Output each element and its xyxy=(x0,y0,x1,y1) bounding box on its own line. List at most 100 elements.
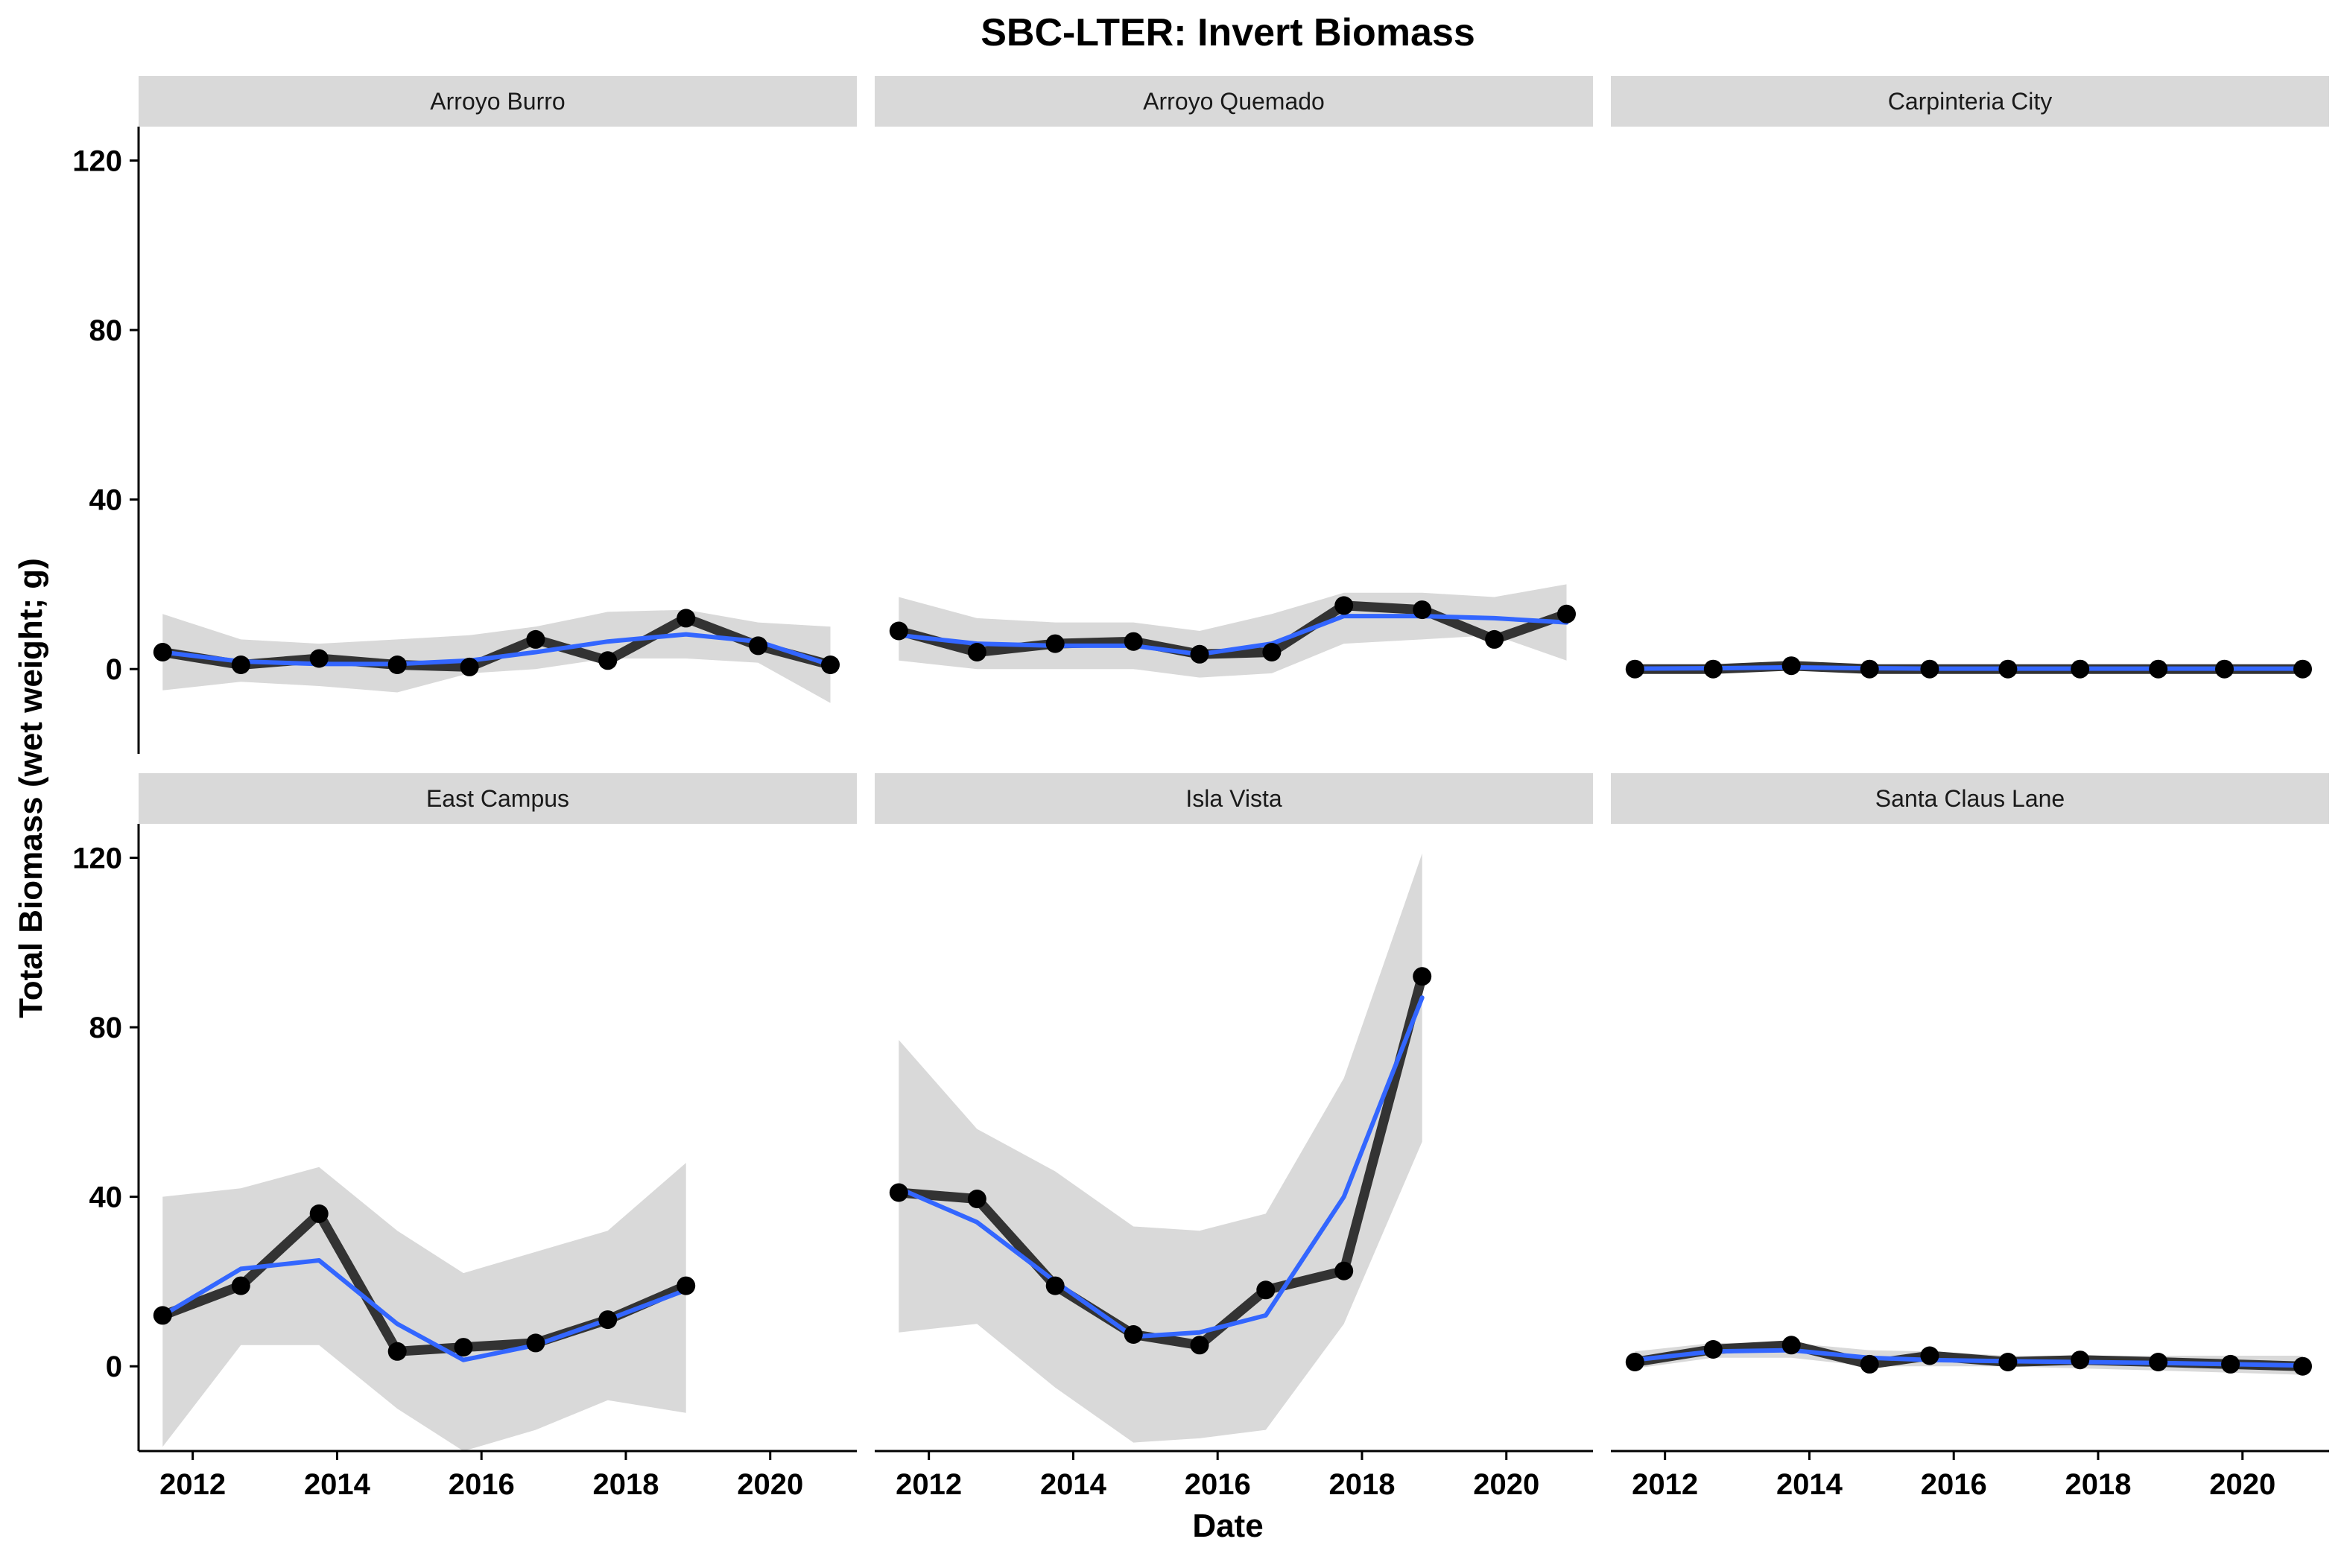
smooth-trend-line xyxy=(1632,664,2305,671)
smooth-trend-line xyxy=(896,614,1569,657)
facets-layer: Arroyo Burro 0 40 80 120 Arroyo Quemado Carpin… xyxy=(72,76,2329,1501)
data-point xyxy=(2293,659,2312,679)
x-tick-label: 2012 xyxy=(159,1468,226,1501)
smooth-trend-line xyxy=(160,632,833,667)
facet-carpinteria-city: Carpinteria City xyxy=(1611,76,2329,679)
data-point xyxy=(1703,659,1723,679)
facet-strip xyxy=(1611,76,2329,127)
data-point xyxy=(749,636,768,656)
data-point xyxy=(677,609,696,628)
data-point xyxy=(2221,1354,2240,1374)
data-point xyxy=(1557,604,1576,623)
data-point xyxy=(1703,1340,1723,1359)
facet-arroyo-burro: Arroyo Burro 0 40 80 120 xyxy=(72,76,857,754)
data-point xyxy=(1860,659,1879,679)
x-tick-label: 2016 xyxy=(1185,1468,1251,1501)
y-tick-label: 120 xyxy=(72,145,122,178)
x-tick-label: 2018 xyxy=(2065,1468,2131,1501)
data-point xyxy=(526,1333,545,1353)
facet-strip-label: Santa Claus Lane xyxy=(1875,785,2065,812)
data-point xyxy=(1334,1261,1354,1280)
data-point xyxy=(1190,1336,1209,1355)
y-tick-label: 120 xyxy=(72,842,122,875)
data-point xyxy=(598,651,618,670)
facet-strip-label: Arroyo Quemado xyxy=(1143,88,1325,115)
data-point xyxy=(598,1310,618,1330)
data-point xyxy=(1256,1280,1276,1300)
facet-strip xyxy=(139,773,857,824)
y-tick-label: 0 xyxy=(106,1350,122,1383)
data-point xyxy=(1045,634,1065,653)
data-point xyxy=(967,1190,986,1208)
data-point xyxy=(309,649,329,668)
facet-strip-label: Arroyo Burro xyxy=(430,88,565,115)
data-point xyxy=(460,657,479,676)
facet-strip xyxy=(139,76,857,127)
y-tick-label: 40 xyxy=(89,484,123,517)
data-point xyxy=(677,1276,696,1295)
data-point xyxy=(1413,600,1432,620)
data-point xyxy=(1920,659,1939,679)
facet-arroyo-quemado: Arroyo Quemado xyxy=(875,76,1593,678)
observed-line xyxy=(893,971,1428,1350)
facet-strip-label: East Campus xyxy=(426,785,569,812)
facet-strip xyxy=(875,773,1593,824)
facet-strip xyxy=(875,76,1593,127)
data-point xyxy=(1781,1336,1801,1355)
data-point xyxy=(889,1183,908,1202)
data-point xyxy=(821,656,840,674)
x-tick-label: 2020 xyxy=(1473,1468,1539,1501)
data-point xyxy=(153,643,172,661)
data-point xyxy=(387,1342,407,1361)
data-point xyxy=(1190,644,1209,664)
y-tick-label: 80 xyxy=(89,1012,123,1044)
x-tick-label: 2012 xyxy=(1632,1468,1698,1501)
data-point xyxy=(454,1338,473,1357)
data-point xyxy=(1485,629,1504,649)
data-point xyxy=(1998,659,2018,679)
data-point xyxy=(231,1276,250,1295)
data-point xyxy=(1045,1276,1065,1295)
facet-strip-label: Isla Vista xyxy=(1185,785,1282,812)
x-tick-label: 2012 xyxy=(896,1468,962,1501)
x-tick-label: 2020 xyxy=(2209,1468,2275,1501)
facet-strip xyxy=(1611,773,2329,824)
y-axis-title: Total Biomass (wet weight; g) xyxy=(13,558,49,1018)
x-tick-label: 2014 xyxy=(1776,1468,1843,1501)
data-point xyxy=(2071,1350,2090,1370)
data-point xyxy=(967,643,986,661)
data-point xyxy=(2215,659,2234,679)
smooth-trend-line xyxy=(896,995,1425,1339)
data-point xyxy=(1920,1346,1939,1365)
data-point xyxy=(1781,656,1801,676)
x-axis-title: Date xyxy=(1192,1508,1263,1544)
y-tick-label: 40 xyxy=(89,1181,123,1214)
confidence-ribbon xyxy=(899,853,1422,1443)
x-tick-label: 2018 xyxy=(592,1468,659,1501)
x-tick-label: 2014 xyxy=(1040,1468,1107,1501)
data-point xyxy=(1860,1354,1879,1374)
facet-strip-label: Carpinteria City xyxy=(1888,88,2053,115)
data-point xyxy=(153,1306,172,1325)
facet-isla-vista: Isla Vista 2012 2014 2016 2018 2020 xyxy=(875,773,1593,1501)
facet-east-campus: East Campus 0 40 80 120 2012 2014 2016 2018 2020 xyxy=(72,773,857,1501)
data-point xyxy=(2149,659,2168,679)
observed-line xyxy=(893,600,1571,659)
data-point xyxy=(2071,659,2090,679)
data-point xyxy=(889,621,908,641)
data-point xyxy=(1998,1353,2018,1371)
data-point xyxy=(1262,643,1282,661)
facet-santa-claus-lane: Santa Claus Lane 2012 2014 2016 2018 2020 xyxy=(1611,773,2329,1501)
data-point xyxy=(1625,659,1644,679)
smooth-trend-line xyxy=(1632,1348,2305,1368)
data-point xyxy=(387,656,407,674)
x-tick-label: 2014 xyxy=(304,1468,371,1501)
chart-title: SBC-LTER: Invert Biomass xyxy=(981,11,1475,54)
y-tick-label: 0 xyxy=(106,653,122,686)
data-point xyxy=(1124,632,1143,651)
x-tick-label: 2016 xyxy=(1921,1468,1987,1501)
confidence-ribbon xyxy=(162,1163,686,1451)
data-point xyxy=(1334,596,1354,615)
